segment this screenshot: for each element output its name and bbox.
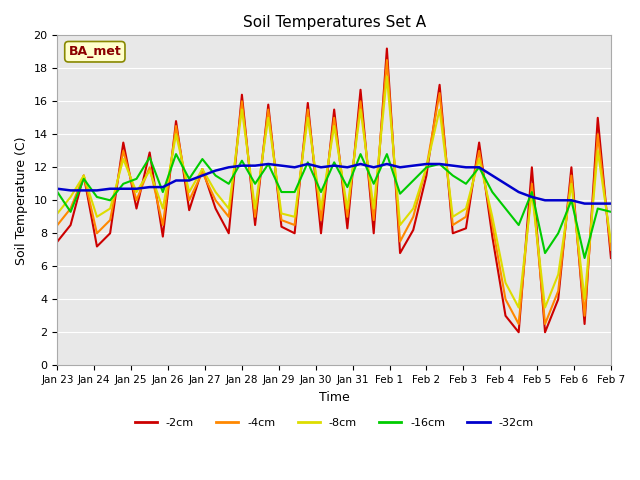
Title: Soil Temperatures Set A: Soil Temperatures Set A — [243, 15, 426, 30]
Y-axis label: Soil Temperature (C): Soil Temperature (C) — [15, 136, 28, 264]
Legend: -2cm, -4cm, -8cm, -16cm, -32cm: -2cm, -4cm, -8cm, -16cm, -32cm — [131, 413, 538, 432]
Text: BA_met: BA_met — [68, 45, 121, 58]
X-axis label: Time: Time — [319, 391, 349, 404]
